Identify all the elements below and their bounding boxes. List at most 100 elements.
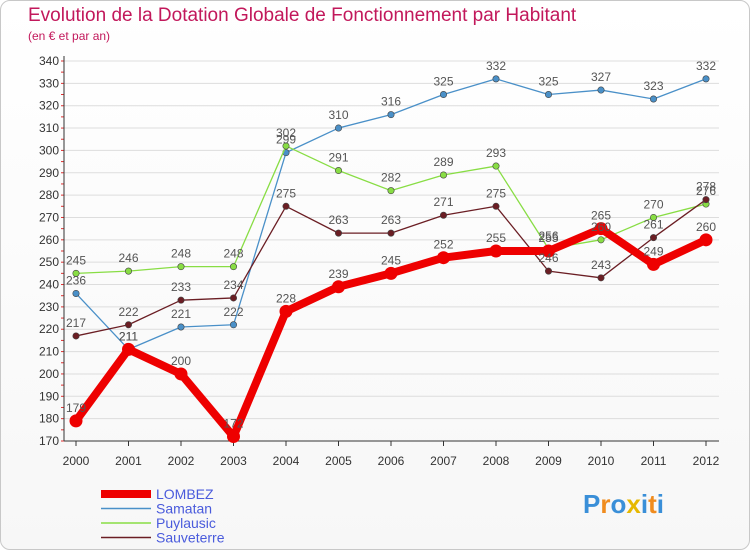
data-label: 323 [643, 79, 663, 93]
data-label: 217 [66, 316, 86, 330]
data-point [279, 304, 293, 318]
x-tick-labels: 2000 2001 2002 2003 2004 2005 2006 2007 2008 2009… [63, 441, 720, 468]
data-label: 211 [119, 329, 138, 343]
data-label: 260 [591, 220, 611, 234]
data-label: 228 [276, 291, 296, 305]
data-label: 260 [696, 220, 716, 234]
data-label: 248 [223, 247, 243, 261]
logo-letter: t [648, 489, 657, 519]
data-label: 200 [171, 354, 191, 368]
data-label: 239 [328, 267, 348, 281]
data-point [699, 233, 713, 247]
x-tick-label: 2004 [273, 454, 300, 468]
x-tick-label: 2006 [378, 454, 405, 468]
y-tick-labels: 170 180 190 200 210 220 230 240 250 260 270 280 290 3… [39, 54, 59, 448]
data-label: 271 [433, 195, 453, 209]
data-label: 332 [486, 59, 506, 73]
data-label: 222 [223, 305, 243, 319]
data-label: 275 [486, 186, 506, 200]
data-point [387, 111, 395, 119]
data-point [439, 91, 447, 99]
x-tick-label: 2000 [63, 454, 90, 468]
y-tick-label: 230 [39, 300, 59, 314]
data-point [122, 342, 135, 356]
data-point [125, 267, 133, 275]
data-point [597, 274, 605, 282]
data-label: 332 [696, 59, 716, 73]
data-label: 293 [486, 146, 506, 160]
y-tick-label: 260 [39, 233, 59, 247]
data-label: 246 [118, 251, 138, 265]
y-tick-label: 330 [39, 76, 59, 90]
x-tick-label: 2012 [693, 454, 720, 468]
logo-letter: i [640, 489, 649, 519]
data-point [647, 257, 660, 271]
data-point [72, 289, 80, 297]
legend-label: Samatan [156, 501, 212, 517]
data-point [230, 321, 238, 329]
data-point [125, 321, 133, 329]
logo-letter: P [583, 489, 601, 519]
data-label: 325 [433, 75, 453, 89]
y-tick-label: 210 [39, 345, 59, 359]
proxiti-logo: Proxiti [583, 489, 664, 520]
data-label: 263 [328, 213, 348, 227]
legend-label: Sauveterre [156, 530, 225, 546]
data-label: 234 [223, 278, 243, 292]
data-point [177, 263, 185, 271]
data-point [492, 202, 500, 210]
x-tick-label: 2008 [483, 454, 510, 468]
y-tick-label: 240 [39, 278, 59, 292]
data-point [387, 229, 395, 237]
data-label: 310 [328, 108, 348, 122]
y-tick-label: 180 [39, 412, 59, 426]
data-label: 255 [538, 231, 558, 245]
data-point [437, 251, 450, 265]
data-point [72, 269, 80, 277]
y-tick-label: 220 [39, 322, 59, 336]
logo-letter: o [610, 489, 627, 519]
data-labels: 179 211 200 172 228 239 245 252 255 255 265 249 260 2… [66, 59, 716, 431]
data-point [649, 95, 657, 103]
data-point [230, 263, 238, 271]
x-tick-label: 2005 [325, 454, 352, 468]
data-label: 263 [381, 213, 401, 227]
data-label: 261 [643, 218, 663, 232]
data-point [492, 75, 500, 83]
data-label: 265 [591, 209, 611, 223]
data-point [334, 124, 342, 132]
series-group [69, 75, 713, 444]
data-label: 282 [381, 171, 401, 185]
data-label: 236 [66, 273, 86, 287]
data-point [334, 229, 342, 237]
data-point [649, 213, 657, 221]
x-tick-label: 2009 [535, 454, 562, 468]
data-point [544, 267, 552, 275]
data-label: 245 [66, 253, 86, 267]
logo-letter: x [626, 489, 641, 519]
data-point [282, 202, 290, 210]
data-label: 222 [118, 305, 138, 319]
y-tick-label: 340 [39, 54, 59, 68]
data-point [69, 414, 83, 428]
logo-letter: i [656, 489, 664, 519]
data-label: 211 [119, 329, 138, 343]
y-tick-label: 250 [39, 255, 59, 269]
data-point [489, 244, 503, 258]
grid-lines [61, 60, 719, 442]
data-point [439, 211, 447, 219]
y-tick-label: 310 [39, 121, 59, 135]
data-point [597, 86, 605, 94]
y-tick-label: 190 [39, 389, 59, 403]
y-tick-label: 300 [39, 143, 59, 157]
data-label: 172 [223, 417, 243, 431]
data-label: 255 [486, 231, 506, 245]
chart-subtitle: (en € et par an) [28, 29, 111, 43]
data-point [542, 244, 555, 258]
data-point [334, 167, 342, 175]
y-tick-label: 170 [39, 434, 59, 448]
data-point [702, 196, 710, 204]
